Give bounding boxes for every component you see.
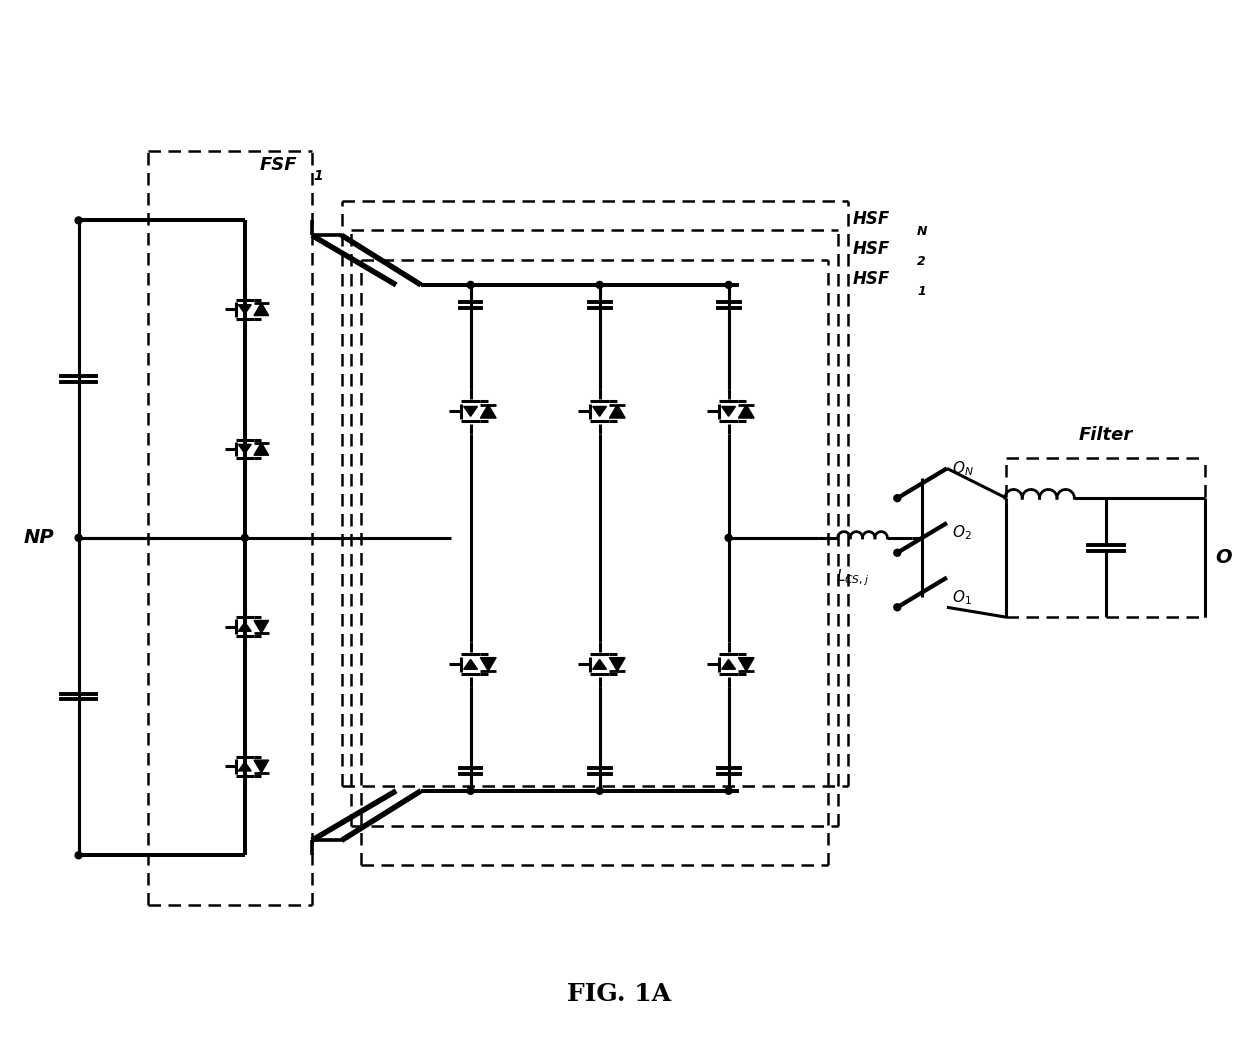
Text: FSF: FSF — [259, 156, 296, 174]
Text: $O_2$: $O_2$ — [952, 523, 972, 542]
Polygon shape — [254, 303, 269, 316]
Polygon shape — [238, 622, 252, 631]
Polygon shape — [238, 444, 252, 454]
Circle shape — [596, 281, 603, 289]
Polygon shape — [254, 760, 269, 772]
Text: FIG. 1A: FIG. 1A — [568, 982, 672, 1006]
Circle shape — [242, 535, 248, 542]
Text: HSF: HSF — [853, 270, 890, 288]
Text: HSF: HSF — [853, 211, 890, 228]
Text: 1: 1 — [314, 169, 324, 183]
Polygon shape — [739, 405, 754, 418]
Circle shape — [894, 604, 900, 610]
Circle shape — [76, 852, 82, 858]
Circle shape — [725, 788, 732, 794]
Polygon shape — [739, 658, 754, 671]
Circle shape — [596, 788, 603, 794]
Circle shape — [725, 535, 732, 542]
Circle shape — [76, 217, 82, 224]
Text: $O_1$: $O_1$ — [952, 588, 972, 607]
Circle shape — [894, 495, 900, 501]
Polygon shape — [464, 407, 477, 416]
Circle shape — [894, 549, 900, 556]
Polygon shape — [593, 407, 606, 416]
Polygon shape — [238, 305, 252, 313]
Text: NP: NP — [24, 528, 55, 547]
Circle shape — [467, 788, 474, 794]
Polygon shape — [722, 659, 735, 670]
Polygon shape — [254, 443, 269, 456]
Circle shape — [725, 281, 732, 289]
Text: N: N — [918, 225, 928, 239]
Polygon shape — [722, 407, 735, 416]
Text: O: O — [1215, 548, 1231, 567]
Text: 1: 1 — [918, 284, 926, 298]
Circle shape — [467, 281, 474, 289]
Polygon shape — [609, 405, 625, 418]
Polygon shape — [593, 659, 606, 670]
Text: HSF: HSF — [853, 240, 890, 258]
Polygon shape — [254, 621, 269, 633]
Polygon shape — [464, 659, 477, 670]
Text: Filter: Filter — [1079, 426, 1133, 443]
Text: $L_{CS,j}$: $L_{CS,j}$ — [836, 568, 869, 589]
Polygon shape — [609, 658, 625, 671]
Polygon shape — [480, 658, 496, 671]
Text: 2: 2 — [918, 255, 926, 268]
Polygon shape — [480, 405, 496, 418]
Circle shape — [76, 535, 82, 542]
Text: $O_N$: $O_N$ — [952, 459, 973, 477]
Polygon shape — [238, 762, 252, 771]
